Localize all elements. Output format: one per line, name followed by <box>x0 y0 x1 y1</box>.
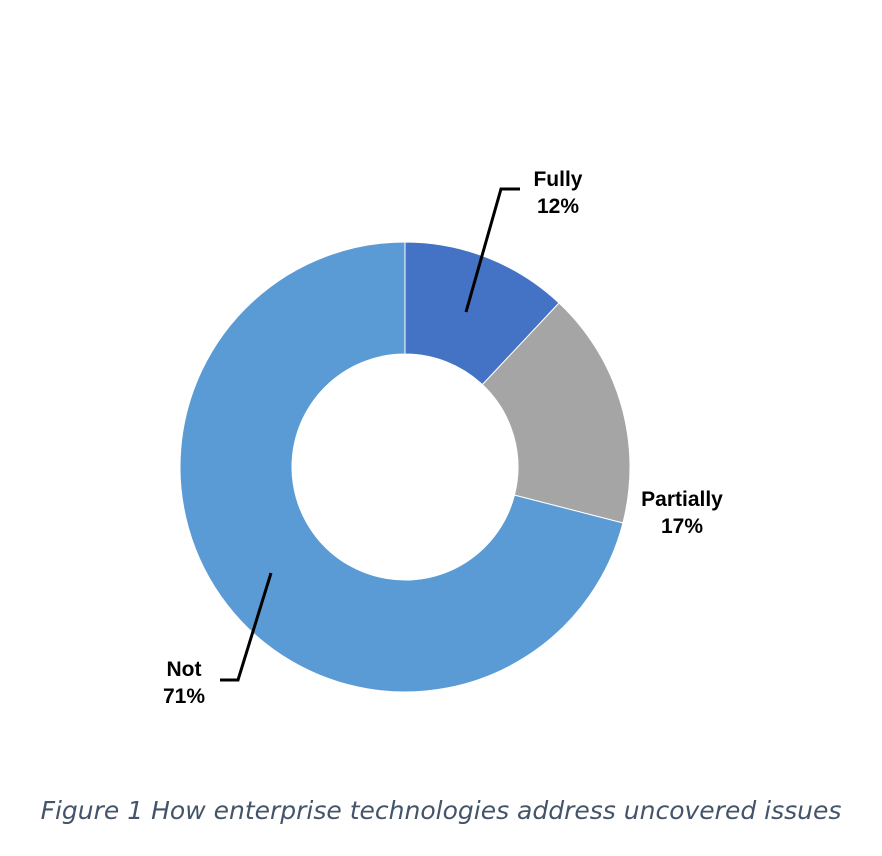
donut-slices <box>179 241 631 693</box>
label-not-value: 71% <box>163 685 205 708</box>
label-partially-value: 17% <box>661 515 703 538</box>
label-fully-value: 12% <box>537 195 579 218</box>
label-fully-category: Fully <box>533 168 582 191</box>
leader-line-fully <box>464 187 520 313</box>
figure-caption: Figure 1 How enterprise technologies add… <box>40 796 842 825</box>
leader-line-not <box>220 572 273 682</box>
slice-not <box>179 241 624 693</box>
slice-partially <box>481 302 631 524</box>
label-not-category: Not <box>167 658 202 681</box>
label-partially-category: Partially <box>641 488 723 511</box>
